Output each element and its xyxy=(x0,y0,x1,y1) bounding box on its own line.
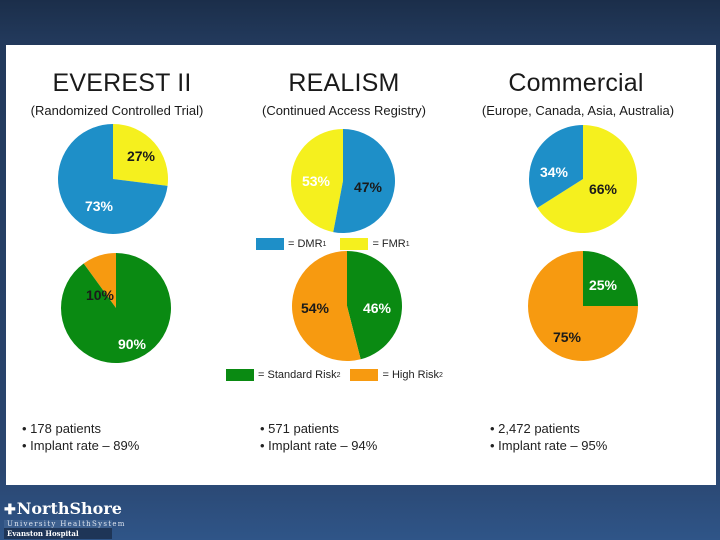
column-subtitle-commercial: (Europe, Canada, Asia, Australia) xyxy=(481,103,675,118)
pie-slice-commercial-risk-standard-risk xyxy=(583,251,638,306)
legend-item-standard: = Standard Risk 2 xyxy=(226,369,340,381)
pie-label-realism-etiology-fmr: 47% xyxy=(354,179,383,195)
legend-sup-dmr: 1 xyxy=(322,240,327,248)
column-subtitle-realism: (Continued Access Registry) xyxy=(261,103,426,118)
pie-label-everest-risk-standard-risk: 90% xyxy=(118,336,147,352)
pie-slice-commercial-etiology-dmr xyxy=(529,125,583,208)
legend-sup-standard: 2 xyxy=(336,371,341,379)
column-title-everest: EVEREST II xyxy=(52,69,192,97)
pie-charts: 73% 27% 53% 47% 34% 66% 90% 10% 46% 54% 25% 75% xyxy=(58,124,638,364)
bullets-realism: 571 patients Implant rate – 94% xyxy=(260,420,377,454)
pie-label-commercial-risk-standard-risk: 25% xyxy=(589,277,618,293)
legend-swatch-fmr xyxy=(340,238,369,250)
pie-slice-commercial-risk-high-risk xyxy=(528,251,638,361)
pie-slice-realism-etiology-dmr xyxy=(333,129,396,233)
legend-sup-fmr: 1 xyxy=(405,240,410,248)
legend-label-fmr: = FMR xyxy=(372,238,406,250)
pie-slice-everest-etiology-fmr xyxy=(113,124,169,186)
legend-label-dmr: = DMR xyxy=(288,238,323,250)
legend-item-dmr: = DMR 1 xyxy=(256,238,326,250)
logo-line2: Evanston Hospital xyxy=(4,528,112,539)
pie-label-realism-risk-standard-risk: 46% xyxy=(363,300,392,316)
cross-icon: ✚ xyxy=(4,502,16,518)
legend-etiology: = DMR 1 = FMR 1 xyxy=(256,238,424,250)
legend-item-fmr: = FMR 1 xyxy=(340,238,410,250)
bullet-patients: 178 patients xyxy=(22,420,139,437)
legend-risk: = Standard Risk 2 = High Risk 2 xyxy=(226,369,457,381)
northshore-logo: ✚NorthShore University HealthSystem Evan… xyxy=(4,500,124,539)
bullet-patients: 2,472 patients xyxy=(490,420,607,437)
pie-label-realism-etiology-dmr: 53% xyxy=(302,173,331,189)
column-subtitle-everest: (Randomized Controlled Trial) xyxy=(30,103,204,118)
legend-sup-high: 2 xyxy=(439,371,443,379)
pie-slice-everest-risk-standard-risk xyxy=(60,253,171,364)
legend-swatch-high xyxy=(350,369,379,381)
slide-panel: EVEREST II (Randomized Controlled Trial)… xyxy=(6,45,716,485)
legend-label-standard: = Standard Risk xyxy=(258,369,337,381)
bullet-patients: 571 patients xyxy=(260,420,377,437)
bullet-implant-rate: Implant rate – 89% xyxy=(22,437,139,454)
pie-label-commercial-etiology-fmr: 66% xyxy=(589,181,618,197)
pie-slice-realism-risk-high-risk xyxy=(291,250,361,361)
logo-line1: University HealthSystem xyxy=(4,520,124,528)
legend-label-high: = High Risk xyxy=(382,369,440,381)
logo-brand: ✚NorthShore xyxy=(4,500,122,519)
pie-label-everest-etiology-dmr: 73% xyxy=(85,198,114,214)
bullets-commercial: 2,472 patients Implant rate – 95% xyxy=(490,420,607,454)
pie-slice-commercial-etiology-fmr xyxy=(537,125,637,234)
bullet-implant-rate: Implant rate – 94% xyxy=(260,437,377,454)
pie-slice-realism-etiology-fmr xyxy=(291,129,343,233)
pie-label-commercial-risk-high-risk: 75% xyxy=(553,329,582,345)
pie-slice-everest-risk-high-risk xyxy=(83,253,116,308)
pie-slice-realism-risk-standard-risk xyxy=(347,251,402,360)
pie-label-everest-etiology-fmr: 27% xyxy=(127,148,156,164)
legend-item-high: = High Risk 2 xyxy=(350,369,443,381)
pie-label-realism-risk-high-risk: 54% xyxy=(301,300,330,316)
pie-label-commercial-etiology-dmr: 34% xyxy=(540,164,569,180)
pie-label-everest-risk-high-risk: 10% xyxy=(86,287,115,303)
legend-swatch-standard xyxy=(226,369,254,381)
pie-slice-everest-etiology-dmr xyxy=(58,124,168,234)
column-title-commercial: Commercial xyxy=(508,69,644,97)
logo-brand-text: NorthShore xyxy=(16,499,122,518)
bullets-everest: 178 patients Implant rate – 89% xyxy=(22,420,139,454)
legend-swatch-dmr xyxy=(256,238,284,250)
bullet-implant-rate: Implant rate – 95% xyxy=(490,437,607,454)
column-title-realism: REALISM xyxy=(288,69,400,97)
